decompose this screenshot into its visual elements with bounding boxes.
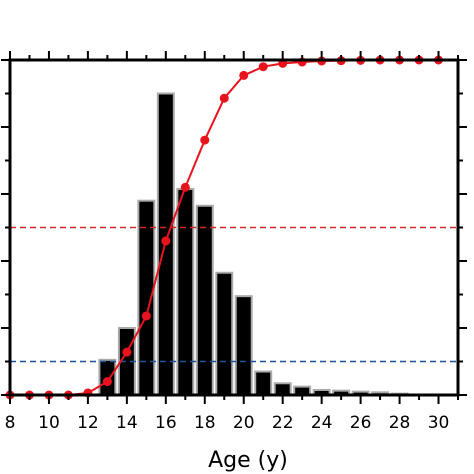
cumulative-point [102,377,112,387]
histogram-bars [98,92,409,397]
x-tick-label: 12 [77,413,99,433]
x-tick-label: 28 [389,413,411,433]
x-tick-label: 26 [350,413,372,433]
x-tick-labels: 8 10 12 14 16 18 20 22 24 26 28 30 [5,413,450,433]
plot-area: 8 10 12 14 16 18 20 22 24 26 28 30 [1,51,467,433]
x-tick-label: 30 [428,413,450,433]
reference-lines [10,226,458,363]
axis-ticks [1,51,467,404]
cumulative-point [258,62,268,72]
x-tick-label: 18 [194,413,216,433]
histogram-bar [254,370,273,396]
x-axis-title: Age (y) [208,448,288,473]
cumulative-point [200,135,210,145]
cumulative-point [161,236,171,246]
histogram-bar [176,187,195,396]
cumulative-point [239,70,249,80]
x-tick-label: 24 [311,413,333,433]
x-tick-label: 20 [233,413,255,433]
cumulative-point [122,347,132,357]
histogram-bar [215,271,234,397]
histogram-bar [234,295,253,396]
histogram-bar [195,204,214,396]
cumulative-point [141,311,151,321]
x-tick-label: 10 [38,413,60,433]
cumulative-point [219,93,229,103]
x-tick-label: 8 [5,413,16,433]
x-tick-label: 22 [272,413,294,433]
histogram-bar [273,382,292,396]
cumulative-point [180,182,190,192]
x-tick-label: 16 [155,413,177,433]
x-tick-label: 14 [116,413,138,433]
